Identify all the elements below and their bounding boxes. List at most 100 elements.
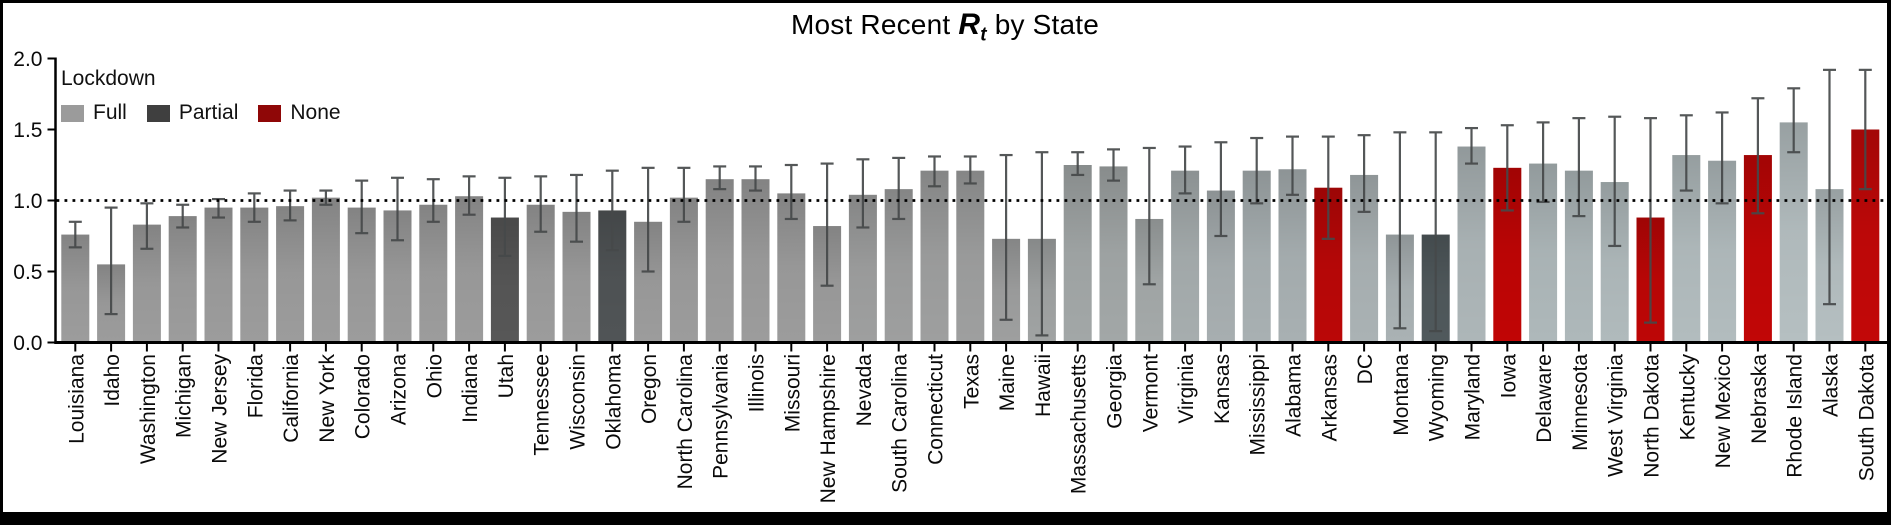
x-label-nebraska: Nebraska [1748, 354, 1771, 444]
error-bar-massachusetts [1071, 151, 1085, 177]
bar-group-south-carolina: South Carolina [884, 156, 913, 493]
bar-group-colorado: Colorado [347, 179, 376, 439]
error-bar-north-carolina [677, 166, 691, 223]
error-bar-vermont [1142, 146, 1156, 286]
title-rt-subscript: t [980, 24, 987, 46]
x-label-illinois: Illinois [746, 354, 769, 412]
bar-group-kansas: Kansas [1206, 141, 1235, 424]
bar-shade-california [276, 206, 305, 343]
x-label-virginia: Virginia [1175, 354, 1198, 424]
error-bar-tennessee [534, 175, 548, 233]
bar-group-utah: Utah [490, 176, 519, 398]
x-label-north-dakota: North Dakota [1641, 354, 1664, 478]
bar-shade-rhode-island [1779, 122, 1808, 343]
bar-shade-florida [240, 207, 269, 343]
x-label-tennessee: Tennessee [531, 354, 554, 456]
x-label-wisconsin: Wisconsin [567, 354, 590, 450]
bar-group-kentucky: Kentucky [1672, 114, 1701, 440]
x-label-minnesota: Minnesota [1569, 354, 1592, 451]
bar-group-nebraska: Nebraska [1743, 97, 1772, 444]
x-label-hawaii: Hawaii [1032, 354, 1055, 417]
error-bar-new-jersey [212, 197, 225, 219]
bar-group-arizona: Arizona [383, 176, 412, 425]
legend: Lockdown Full Partial None [61, 67, 361, 125]
x-label-maryland: Maryland [1462, 354, 1485, 440]
bar-group-iowa: Iowa [1493, 124, 1522, 399]
x-label-montana: Montana [1390, 354, 1413, 436]
error-bar-alabama [1286, 135, 1299, 196]
error-bar-arizona [391, 176, 404, 242]
legend-label-partial: Partial [178, 101, 239, 124]
bar-shade-maryland [1457, 146, 1486, 343]
rt-bar-chart: Louisiana Idaho Washington Michigan New Jers… [13, 48, 1887, 503]
error-bar-north-dakota [1644, 117, 1657, 324]
x-label-iowa: Iowa [1497, 354, 1520, 399]
bar-group-florida: Florida [240, 192, 269, 419]
legend-title: Lockdown [61, 67, 156, 90]
x-label-louisiana: Louisiana [65, 354, 88, 444]
bar-group-pennsylvania: Pennsylvania [705, 165, 734, 479]
error-bar-arkansas [1321, 135, 1335, 240]
x-label-california: California [280, 354, 303, 443]
x-label-new-jersey: New Jersey [209, 354, 232, 464]
bar-shade-georgia [1099, 166, 1128, 343]
bar-group-new-jersey: New Jersey [204, 197, 233, 464]
bar-shade-new-york [311, 197, 340, 343]
x-label-florida: Florida [244, 354, 267, 419]
bar-group-illinois: Illinois [741, 165, 770, 412]
bar-group-virginia: Virginia [1171, 145, 1200, 424]
x-label-delaware: Delaware [1533, 354, 1556, 443]
bar-shade-louisiana [61, 234, 90, 343]
error-bar-oregon [641, 166, 655, 273]
bar-group-washington: Washington [132, 202, 161, 464]
bar-group-oklahoma: Oklahoma [598, 169, 627, 450]
bar-group-arkansas: Arkansas [1314, 135, 1343, 442]
x-label-nevada: Nevada [853, 354, 876, 427]
bar-shade-massachusetts [1063, 165, 1092, 343]
bar-group-idaho: Idaho [97, 206, 126, 407]
bar-group-ohio: Ohio [419, 178, 448, 398]
bar-shade-connecticut [920, 170, 949, 343]
error-bar-dc [1357, 134, 1371, 213]
x-label-alabama: Alabama [1283, 354, 1306, 437]
error-bar-california [283, 189, 297, 222]
legend-swatch-full [61, 104, 84, 122]
error-bar-kansas [1214, 141, 1228, 238]
x-label-oklahoma: Oklahoma [602, 354, 625, 450]
x-label-texas: Texas [960, 354, 983, 409]
x-label-washington: Washington [137, 354, 160, 464]
x-label-new-york: New York [316, 354, 339, 443]
error-bar-colorado [355, 179, 369, 235]
error-bar-michigan [176, 203, 190, 229]
y-tick-label-2.0: 2.0 [13, 48, 42, 71]
x-label-michigan: Michigan [173, 354, 196, 438]
error-bar-maine [999, 153, 1013, 321]
bar-shade-virginia [1171, 170, 1200, 343]
page-title: Most Recent Rt by State [3, 8, 1887, 45]
error-bar-montana [1393, 131, 1407, 330]
error-bar-florida [247, 192, 261, 223]
bar-shade-alabama [1278, 169, 1307, 343]
x-label-georgia: Georgia [1104, 354, 1127, 429]
bar-shade-michigan [168, 216, 197, 343]
error-bar-rhode-island [1787, 87, 1801, 154]
bar-shade-indiana [455, 196, 484, 343]
error-bar-iowa [1500, 124, 1514, 212]
error-bar-nevada [856, 158, 870, 229]
title-prefix: Most Recent [790, 9, 959, 40]
bar-shade-texas [956, 170, 985, 343]
error-bar-louisiana [68, 220, 82, 249]
error-bar-georgia [1107, 148, 1120, 182]
bar-group-new-hampshire: New Hampshire [813, 162, 842, 503]
y-tick-label-1.5: 1.5 [13, 119, 42, 142]
title-rt-symbol: R [958, 8, 981, 41]
error-bar-illinois [749, 165, 762, 192]
error-bar-maryland [1465, 126, 1478, 165]
bar-group-hawaii: Hawaii [1027, 151, 1056, 417]
x-label-oregon: Oregon [638, 354, 661, 424]
x-label-kansas: Kansas [1211, 354, 1234, 424]
error-bar-virginia [1178, 145, 1192, 195]
error-bar-west-virginia [1608, 115, 1622, 248]
x-label-maine: Maine [996, 354, 1019, 411]
